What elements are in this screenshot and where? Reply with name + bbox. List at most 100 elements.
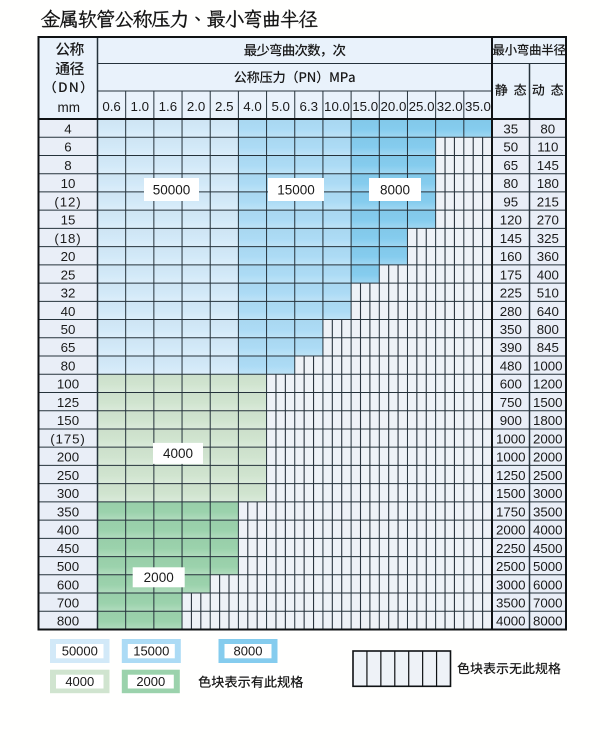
svg-text:2000: 2000	[136, 674, 165, 689]
svg-text:1000: 1000	[533, 359, 563, 374]
svg-text:1000: 1000	[496, 431, 526, 446]
svg-text:8000: 8000	[234, 644, 263, 659]
svg-text:750: 750	[500, 395, 522, 410]
svg-text:50000: 50000	[153, 182, 191, 197]
svg-text:160: 160	[500, 249, 522, 264]
svg-text:145: 145	[537, 158, 559, 173]
svg-text:480: 480	[500, 359, 522, 374]
svg-text:270: 270	[537, 213, 559, 228]
svg-text:4000: 4000	[65, 674, 94, 689]
svg-text:6000: 6000	[533, 577, 563, 592]
svg-text:1.0: 1.0	[131, 99, 150, 114]
svg-text:4000: 4000	[163, 446, 193, 461]
svg-text:2.0: 2.0	[187, 99, 206, 114]
svg-text:15.0: 15.0	[352, 99, 378, 114]
svg-text:2500: 2500	[496, 559, 526, 574]
svg-text:25.0: 25.0	[409, 99, 435, 114]
svg-text:2500: 2500	[533, 468, 563, 483]
svg-text:400: 400	[537, 267, 559, 282]
svg-text:500: 500	[57, 559, 79, 574]
svg-text:100: 100	[57, 377, 79, 392]
svg-text:mm: mm	[58, 100, 81, 115]
svg-text:280: 280	[500, 304, 522, 319]
svg-text:6.3: 6.3	[300, 99, 319, 114]
svg-text:15000: 15000	[133, 644, 169, 659]
svg-text:2250: 2250	[496, 541, 526, 556]
svg-text:300: 300	[57, 486, 79, 501]
svg-text:10.0: 10.0	[324, 99, 350, 114]
svg-text:3000: 3000	[496, 577, 526, 592]
svg-text:845: 845	[537, 340, 559, 355]
svg-text:20.0: 20.0	[380, 99, 406, 114]
svg-text:50: 50	[61, 322, 76, 337]
svg-text:40: 40	[61, 304, 76, 319]
svg-text:0.6: 0.6	[102, 99, 121, 114]
svg-text:145: 145	[500, 231, 522, 246]
svg-text:35: 35	[503, 122, 518, 137]
svg-text:1500: 1500	[496, 486, 526, 501]
svg-text:80: 80	[503, 176, 518, 191]
svg-text:350: 350	[57, 504, 79, 519]
svg-text:3500: 3500	[533, 504, 563, 519]
svg-text:6: 6	[64, 140, 71, 155]
svg-text:4: 4	[64, 122, 71, 137]
svg-text:1200: 1200	[533, 377, 563, 392]
svg-text:900: 900	[500, 413, 522, 428]
svg-text:65: 65	[61, 340, 76, 355]
svg-text:32: 32	[61, 286, 76, 301]
svg-text:10: 10	[61, 176, 76, 191]
svg-text:50000: 50000	[62, 644, 98, 659]
svg-text:1800: 1800	[533, 413, 563, 428]
svg-text:32.0: 32.0	[437, 99, 463, 114]
svg-text:350: 350	[500, 322, 522, 337]
svg-text:(12): (12)	[54, 194, 81, 209]
svg-text:600: 600	[500, 377, 522, 392]
svg-text:120: 120	[500, 213, 522, 228]
svg-text:390: 390	[500, 340, 522, 355]
svg-text:3500: 3500	[496, 596, 526, 611]
svg-text:80: 80	[540, 122, 555, 137]
svg-text:400: 400	[57, 523, 79, 538]
svg-text:600: 600	[57, 577, 79, 592]
svg-text:1500: 1500	[533, 395, 563, 410]
svg-text:8000: 8000	[533, 614, 563, 629]
svg-text:5000: 5000	[533, 559, 563, 574]
svg-text:110: 110	[537, 140, 558, 155]
svg-text:800: 800	[57, 614, 79, 629]
svg-text:50: 50	[503, 140, 518, 155]
svg-text:180: 180	[537, 176, 559, 191]
svg-text:200: 200	[57, 450, 79, 465]
svg-text:15: 15	[61, 213, 76, 228]
svg-text:15000: 15000	[277, 182, 315, 197]
svg-text:65: 65	[503, 158, 518, 173]
svg-text:1250: 1250	[496, 468, 526, 483]
svg-text:2000: 2000	[144, 570, 174, 585]
svg-text:225: 225	[500, 286, 522, 301]
svg-text:125: 125	[57, 395, 79, 410]
svg-text:7000: 7000	[533, 596, 563, 611]
svg-text:4000: 4000	[496, 614, 526, 629]
svg-text:150: 150	[57, 413, 79, 428]
svg-text:2000: 2000	[533, 431, 563, 446]
svg-text:1000: 1000	[496, 450, 526, 465]
svg-text:250: 250	[57, 468, 79, 483]
svg-text:(175): (175)	[50, 431, 86, 446]
svg-text:95: 95	[503, 194, 518, 209]
svg-text:(18): (18)	[54, 231, 81, 246]
svg-text:800: 800	[537, 322, 559, 337]
svg-text:1.6: 1.6	[159, 99, 178, 114]
svg-text:5.0: 5.0	[271, 99, 290, 114]
svg-text:8000: 8000	[380, 182, 410, 197]
svg-text:35.0: 35.0	[465, 99, 491, 114]
svg-text:20: 20	[61, 249, 76, 264]
svg-text:2000: 2000	[533, 450, 563, 465]
svg-text:80: 80	[61, 359, 76, 374]
svg-text:1750: 1750	[496, 504, 526, 519]
svg-text:360: 360	[537, 249, 559, 264]
svg-text:3000: 3000	[533, 486, 563, 501]
svg-text:325: 325	[537, 231, 559, 246]
svg-text:640: 640	[537, 304, 559, 319]
svg-text:510: 510	[537, 286, 559, 301]
svg-text:450: 450	[57, 541, 79, 556]
svg-text:8: 8	[64, 158, 71, 173]
